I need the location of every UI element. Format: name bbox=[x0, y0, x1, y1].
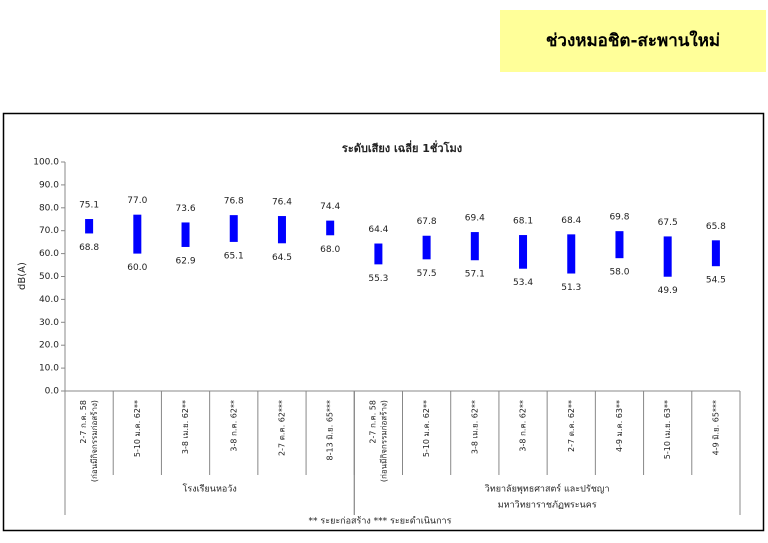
value-label: 76.4 bbox=[272, 198, 292, 208]
value-label: 51.3 bbox=[561, 283, 581, 293]
y-tick-label: 60.0 bbox=[39, 249, 59, 259]
group-label: มหาวิทยาราชภัฏพระนคร bbox=[498, 500, 597, 511]
y-tick-label: 50.0 bbox=[39, 272, 59, 282]
value-label: 60.0 bbox=[127, 263, 147, 273]
value-label: 54.5 bbox=[706, 276, 726, 286]
x-tick-label: 3-8 เม.ย. 62** bbox=[470, 400, 479, 454]
y-tick-label: 20.0 bbox=[39, 341, 59, 351]
y-tick-label: 30.0 bbox=[39, 318, 59, 328]
x-tick-label: 3-8 ก.ค. 62** bbox=[519, 400, 528, 452]
range-bar bbox=[326, 220, 335, 236]
value-label: 68.0 bbox=[320, 245, 340, 255]
x-tick-label: 5-10 ม.ค. 62** bbox=[422, 400, 431, 457]
range-bar bbox=[711, 240, 720, 267]
value-label: 65.1 bbox=[224, 251, 244, 261]
value-label: 73.6 bbox=[176, 204, 196, 214]
value-label: 53.4 bbox=[513, 278, 533, 288]
x-tick-label: 2-7 ก.ค. 58 bbox=[79, 400, 88, 444]
footnote: ** ระยะก่อสร้าง *** ระยะดำเนินการ bbox=[309, 516, 452, 527]
range-bar bbox=[519, 235, 528, 269]
x-tick-label: (ก่อนมีกิจกรรมก่อสร้าง) bbox=[90, 400, 99, 482]
value-label: 65.8 bbox=[706, 222, 726, 232]
range-bar bbox=[567, 234, 576, 274]
x-tick-label: 2-7 ต.ค. 62** bbox=[567, 400, 576, 452]
y-axis-label: dB(A) bbox=[17, 262, 28, 290]
x-tick-label: 4-9 มิ.ย. 65*** bbox=[711, 400, 720, 455]
value-label: 68.1 bbox=[513, 217, 533, 227]
value-label: 77.0 bbox=[127, 196, 147, 206]
value-label: 69.8 bbox=[609, 213, 629, 223]
x-tick-label: 3-8 เม.ย. 62** bbox=[181, 400, 190, 454]
range-bar bbox=[663, 236, 672, 277]
value-label: 74.4 bbox=[320, 202, 340, 212]
range-bar bbox=[85, 219, 94, 234]
x-tick-label: 8-13 มิ.ย. 65*** bbox=[326, 400, 335, 460]
value-label: 64.4 bbox=[368, 225, 388, 235]
x-tick-label: 4-9 ม.ค. 63** bbox=[615, 400, 624, 452]
y-tick-label: 40.0 bbox=[39, 295, 59, 305]
x-tick-label: (ก่อนมีกิจกรรมก่อสร้าง) bbox=[379, 400, 388, 482]
range-bar bbox=[374, 243, 383, 265]
y-tick-label: 10.0 bbox=[39, 364, 59, 374]
header-title: ช่วงหมอชิต-สะพานใหม่ bbox=[546, 30, 720, 51]
value-label: 57.1 bbox=[465, 270, 485, 280]
range-bar bbox=[615, 231, 624, 259]
value-label: 55.3 bbox=[368, 274, 388, 284]
y-tick-label: 90.0 bbox=[39, 180, 59, 190]
x-tick-label: 2-7 ก.ค. 58 bbox=[368, 400, 377, 444]
value-label: 68.8 bbox=[79, 243, 99, 253]
value-label: 67.8 bbox=[417, 217, 437, 227]
chart-frame bbox=[2, 112, 765, 532]
range-bar bbox=[470, 232, 479, 261]
value-label: 76.8 bbox=[224, 197, 244, 207]
range-bar bbox=[229, 215, 238, 242]
value-label: 75.1 bbox=[79, 201, 99, 211]
value-label: 49.9 bbox=[658, 286, 678, 296]
x-tick-label: 3-8 ก.ค. 62** bbox=[229, 400, 238, 452]
range-bar bbox=[133, 214, 142, 254]
x-tick-label: 2-7 ต.ค. 62*** bbox=[277, 400, 286, 456]
group-label: โรงเรียนหอวัง bbox=[183, 484, 237, 495]
value-label: 67.5 bbox=[658, 218, 678, 228]
value-label: 69.4 bbox=[465, 214, 485, 224]
range-bar bbox=[277, 216, 286, 244]
y-tick-label: 100.0 bbox=[33, 158, 59, 168]
y-tick-label: 0.0 bbox=[45, 387, 60, 397]
x-tick-label: 5-10 ม.ค. 62** bbox=[133, 400, 142, 457]
chart-title: ระดับเสียง เฉลี่ย 1ชั่วโมง bbox=[342, 140, 462, 155]
y-tick-label: 80.0 bbox=[39, 203, 59, 213]
header-box bbox=[500, 10, 766, 72]
range-bar bbox=[181, 222, 190, 247]
x-tick-label: 5-10 เม.ย. 63** bbox=[663, 400, 672, 459]
y-tick-label: 70.0 bbox=[39, 226, 59, 236]
value-label: 62.9 bbox=[176, 256, 196, 266]
group-label: วิทยาลัยพุทธศาสตร์ และปรัชญา bbox=[485, 483, 610, 495]
value-label: 58.0 bbox=[609, 268, 629, 278]
value-label: 57.5 bbox=[417, 269, 437, 279]
value-label: 64.5 bbox=[272, 253, 292, 263]
range-bar bbox=[422, 235, 431, 260]
value-label: 68.4 bbox=[561, 216, 581, 226]
